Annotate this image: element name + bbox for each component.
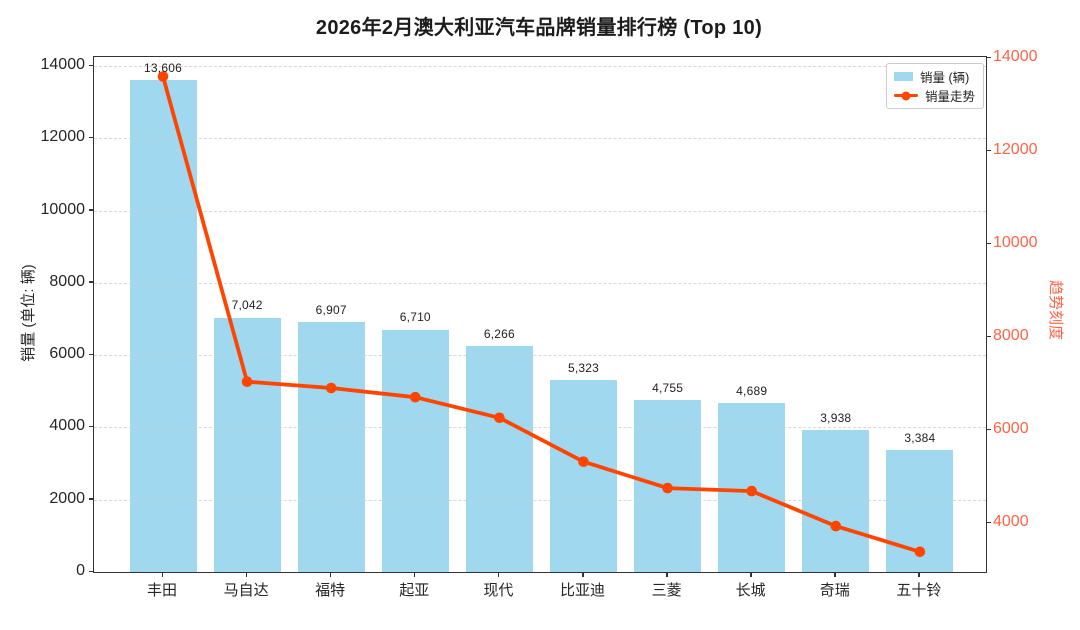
right-ytick-label-14000: 14000 [993, 48, 1038, 66]
left-tickmark [88, 498, 93, 500]
xtick-label-7: 三菱 [651, 582, 682, 599]
left-tickmark [88, 570, 93, 572]
right-ytick-label-4000: 4000 [993, 513, 1029, 531]
right-ytick-label-10000: 10000 [993, 234, 1038, 252]
trend-line-layer [157, 71, 926, 558]
bar-value-label-7: 4,755 [652, 381, 684, 396]
xtick-label-5: 现代 [483, 582, 514, 599]
trend-point-8 [746, 485, 757, 497]
trend-point-3 [325, 382, 337, 394]
x-tickmark [666, 572, 668, 577]
xtick-label-10: 五十铃 [896, 582, 942, 599]
bar-value-label-8: 4,689 [736, 383, 768, 398]
left-ytick-label-0: 0 [76, 562, 85, 579]
legend-label-sales: 销量 (辆) [919, 71, 970, 85]
right-ytick-label-6000: 6000 [993, 420, 1029, 438]
gridline-14000 [94, 66, 986, 68]
right-tickmark [986, 521, 991, 524]
trend-point-10 [914, 546, 926, 558]
x-tickmark [413, 572, 416, 577]
x-tickmark [918, 572, 920, 577]
left-tickmark [88, 425, 93, 428]
left-ytick-label-12000: 12000 [40, 128, 86, 146]
xtick-label-9: 奇瑞 [819, 582, 850, 599]
left-ytick-label-14000: 14000 [40, 56, 86, 74]
sales-bar-9 [802, 429, 870, 572]
legend-label-trend: 销量走势 [924, 90, 975, 104]
xtick-label-2: 马自达 [223, 582, 269, 599]
bar-value-label-10: 3,384 [904, 430, 936, 445]
bar-value-label-1: 13,606 [144, 61, 182, 76]
left-tickmark [88, 353, 93, 356]
gridline-2000 [94, 499, 986, 501]
right-tickmark [986, 56, 991, 59]
bar-value-label-4: 6,710 [399, 310, 431, 325]
bar-value-label-3: 6,907 [315, 303, 347, 318]
trend-point-2 [241, 376, 253, 388]
right-ytick-label-8000: 8000 [993, 327, 1029, 345]
trend-point-4 [410, 391, 421, 403]
sales-bar-2 [213, 317, 281, 572]
legend: 销量 (辆) 销量走势 [885, 63, 984, 109]
left-ytick-label-8000: 8000 [49, 272, 85, 290]
right-tickmark [986, 428, 991, 431]
left-tickmark [88, 64, 93, 67]
xtick-label-8: 长城 [735, 582, 766, 599]
legend-item-trend: 销量走势 [893, 88, 975, 104]
left-ytick-label-4000: 4000 [49, 417, 85, 435]
left-ytick-label-2000: 2000 [49, 489, 85, 507]
trend-point-9 [830, 520, 842, 532]
x-tickmark [329, 572, 332, 577]
gridline-6000 [94, 355, 986, 357]
legend-dot-icon [901, 91, 911, 100]
x-tickmark [497, 572, 500, 577]
bar-value-label-9: 3,938 [820, 410, 852, 425]
bar-value-label-6: 5,323 [567, 360, 600, 375]
right-tickmark [986, 335, 991, 338]
trend-point-6 [578, 456, 589, 468]
right-y-axis-label: 趋势刻度 [1047, 279, 1064, 340]
gridline-10000 [94, 210, 986, 212]
trend-line [161, 75, 921, 554]
x-tickmark [245, 572, 248, 577]
x-tickmark [161, 572, 163, 577]
gridline-4000 [94, 427, 986, 429]
trend-point-7 [662, 482, 673, 494]
sales-bar-6 [550, 379, 617, 572]
legend-line-swatch-icon [893, 91, 918, 100]
x-tickmark [582, 572, 584, 577]
xtick-label-1: 丰田 [146, 582, 177, 599]
right-tickmark [986, 242, 991, 245]
right-ytick-label-12000: 12000 [993, 141, 1038, 159]
chart-title: 2026年2月澳大利亚汽车品牌销量排行榜 (Top 10) [315, 17, 763, 39]
right-tickmark [986, 149, 991, 152]
x-tickmark [834, 572, 836, 577]
sales-bar-4 [381, 329, 449, 572]
bar-value-label-2: 7,042 [231, 298, 263, 313]
sales-bar-5 [465, 345, 533, 572]
xtick-label-4: 起亚 [399, 582, 430, 599]
sales-bar-3 [297, 322, 365, 572]
left-ytick-label-10000: 10000 [40, 200, 86, 218]
legend-item-sales: 销量 (辆) [893, 69, 975, 85]
x-tickmark [750, 572, 752, 577]
xtick-label-6: 比亚迪 [559, 582, 605, 599]
left-tickmark [88, 281, 93, 283]
left-tickmark [88, 209, 93, 211]
gridline-8000 [94, 282, 986, 284]
left-tickmark [88, 136, 93, 139]
xtick-label-3: 福特 [315, 582, 346, 599]
plot-area: 13,606 7,042 6,907 6,710 6,266 5,323 4,755 4,68… [93, 56, 987, 573]
bar-value-label-5: 6,266 [483, 326, 515, 341]
trend-point-1 [157, 71, 169, 82]
left-y-axis-label: 销量 (单位: 辆) [20, 264, 37, 362]
left-ytick-label-6000: 6000 [49, 345, 85, 363]
trend-point-5 [494, 412, 505, 424]
gridline-12000 [94, 138, 986, 140]
legend-bar-swatch-icon [893, 72, 913, 81]
